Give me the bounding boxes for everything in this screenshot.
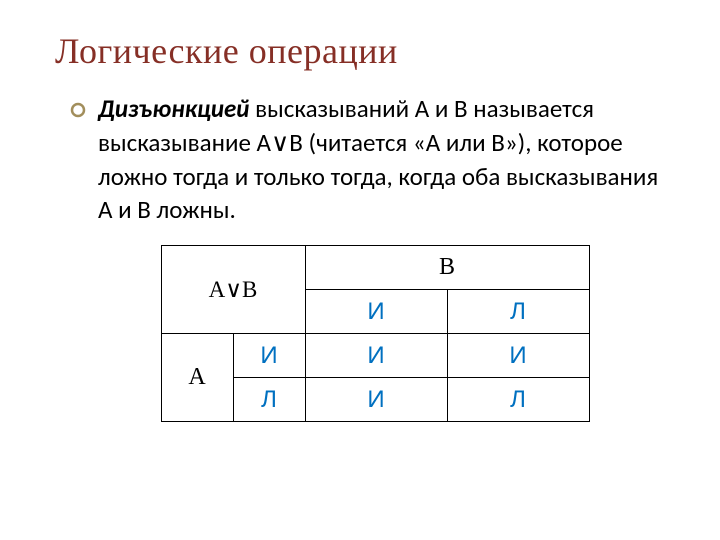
- cell-A-true: И: [233, 334, 305, 378]
- cell-A-false: Л: [233, 378, 305, 422]
- cell-B-true: И: [305, 290, 447, 334]
- header-formula: A∨B: [161, 246, 305, 334]
- truth-table-container: A∨B B И Л A И И И Л И Л: [55, 245, 665, 422]
- body-wrapper: Дизъюнкцией высказываний A и B называетс…: [55, 92, 665, 227]
- definition-paragraph: Дизъюнкцией высказываний A и B называетс…: [98, 92, 665, 227]
- truth-table: A∨B B И Л A И И И Л И Л: [161, 245, 590, 422]
- cell-val: И: [305, 334, 447, 378]
- page-title: Логические операции: [55, 30, 665, 72]
- bullet-icon: [70, 102, 86, 118]
- cell-val: И: [447, 334, 589, 378]
- header-A: A: [161, 334, 233, 422]
- table-row: A∨B B: [161, 246, 589, 290]
- cell-val: Л: [447, 378, 589, 422]
- term-emphasis: Дизъюнкцией: [98, 93, 250, 124]
- table-row: A И И И: [161, 334, 589, 378]
- cell-val: И: [305, 378, 447, 422]
- header-B: B: [305, 246, 589, 290]
- cell-B-false: Л: [447, 290, 589, 334]
